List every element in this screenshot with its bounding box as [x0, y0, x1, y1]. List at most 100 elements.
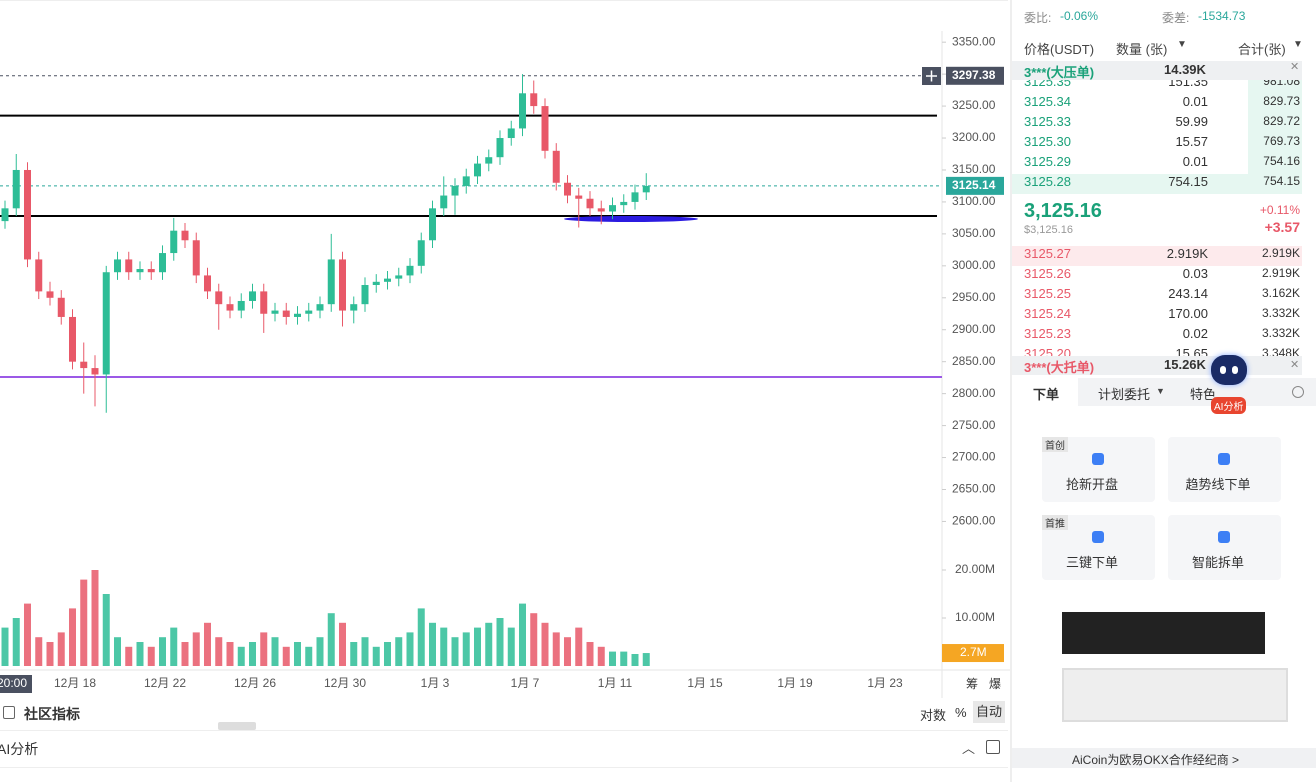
- x-tick-label: 1月 11: [598, 676, 633, 690]
- volume-bar: [350, 642, 358, 666]
- ai-title[interactable]: AI分析: [0, 741, 39, 757]
- indicators[interactable]: 社区指标: [24, 706, 80, 722]
- candle-body: [609, 205, 616, 212]
- candle-body: [316, 304, 324, 311]
- volume-bar: [575, 627, 583, 666]
- candle-body: [282, 310, 290, 317]
- bid-highlight: [1012, 246, 1302, 266]
- ask-row-total: 754.16: [1263, 154, 1300, 168]
- candle-body: [192, 240, 200, 276]
- column-header[interactable]: 合计(张): [1238, 42, 1286, 57]
- volume-bar: [260, 632, 268, 666]
- sort-arrow: ▼: [1177, 39, 1187, 50]
- candle-body: [429, 208, 436, 241]
- volume-bar: [507, 627, 515, 666]
- tab[interactable]: 下单: [1033, 387, 1060, 402]
- volume-bar: [485, 622, 493, 666]
- x-tick-label: 1月 23: [867, 676, 903, 690]
- card-label: 三键下单: [1065, 555, 1118, 570]
- candle-body: [541, 106, 549, 151]
- price-marker-box: [946, 176, 1004, 195]
- drawn-ellipse: [564, 216, 698, 222]
- candle-body: [136, 269, 144, 273]
- candle-body: [215, 291, 223, 305]
- volume-bar: [282, 646, 290, 666]
- volume-bar: [597, 646, 605, 666]
- volume-bar: [147, 646, 155, 666]
- price-marker-box: [946, 66, 1004, 85]
- volume-bar: [102, 594, 110, 666]
- big-ask-amount: 14.39K: [1164, 62, 1206, 77]
- sort-arrow: ▼: [1293, 39, 1303, 50]
- toolbar-icon: [3, 706, 15, 719]
- column-header[interactable]: 数量 (张): [1116, 42, 1168, 57]
- footer[interactable]: AiCoin为欧易OKX合作经纪商 >: [1072, 753, 1240, 767]
- volume-bar: [159, 637, 166, 666]
- candle-body: [57, 297, 65, 317]
- candle-body: [80, 361, 88, 369]
- volume-bar: [496, 618, 504, 666]
- bid-row-total: 3.162K: [1261, 286, 1300, 300]
- candle-body: [507, 128, 515, 139]
- volume-bar: [1, 627, 9, 666]
- column-header: 价格(USDT): [1024, 42, 1095, 57]
- feature-card[interactable]: [1168, 437, 1281, 502]
- volume-bar: [620, 651, 628, 666]
- candle-body: [204, 275, 211, 292]
- candle-body: [474, 163, 481, 177]
- candle-body: [485, 157, 493, 164]
- change-pct: +0.11%: [1259, 203, 1300, 217]
- candle-body: [395, 275, 403, 279]
- candle-body: [519, 93, 526, 129]
- log-toggle[interactable]: 对数: [920, 708, 947, 723]
- feature-card[interactable]: [1168, 515, 1281, 580]
- volume-bar: [294, 642, 301, 666]
- percent-toggle[interactable]: %: [955, 705, 967, 720]
- x-tick-label: 12月 30: [324, 676, 366, 690]
- volume-bar: [316, 637, 324, 666]
- volume-bar: [170, 627, 178, 666]
- candle-body: [496, 138, 504, 158]
- candle-body: [260, 291, 268, 314]
- volume-bar: [237, 646, 245, 666]
- x-tick-label: 12月 22: [144, 676, 186, 690]
- drag-handle: [218, 722, 256, 730]
- ask-row: 3125.29: [1024, 154, 1071, 169]
- auto-toggle[interactable]: 自动: [973, 701, 1005, 723]
- bid-row: 3125.25: [1024, 286, 1071, 301]
- y-tick-label: 2600.00: [952, 514, 996, 528]
- tab[interactable]: 计划委托: [1098, 387, 1151, 402]
- candle-body: [406, 265, 414, 276]
- ai-bar: [0, 730, 1008, 768]
- volume-bar: [642, 653, 650, 666]
- candle-body: [305, 310, 313, 314]
- volume-bar: [462, 632, 470, 666]
- candle-body: [114, 259, 121, 273]
- volume-bar: [451, 637, 459, 666]
- ratio-label: 委比:: [1024, 11, 1052, 25]
- last-usd: $3,125.16: [1024, 224, 1073, 236]
- volume-bar: [372, 646, 380, 666]
- toolbar-bar: [0, 0, 1008, 31]
- candle-body: [339, 259, 346, 311]
- settings-icon[interactable]: [1292, 386, 1304, 398]
- candle-body: [91, 368, 99, 375]
- ask-row-amount: 15.57: [1175, 134, 1208, 149]
- tab[interactable]: 特色: [1190, 387, 1217, 402]
- candle-body: [294, 313, 301, 317]
- x-tick-label: 1月 15: [687, 676, 723, 690]
- bid-row: 3125.27: [1024, 246, 1071, 261]
- volume-bar: [69, 608, 76, 666]
- y-tick-label: 2700.00: [952, 450, 996, 464]
- expand-icon[interactable]: [986, 740, 1000, 754]
- volume-bar: [474, 627, 481, 666]
- volume-bar: [136, 642, 144, 666]
- candle-body: [102, 272, 110, 375]
- y-tick-label: 3200.00: [952, 130, 996, 144]
- card-label: 趋势线下单: [1185, 477, 1251, 492]
- ai-badge[interactable]: AI分析: [1211, 397, 1247, 414]
- y-tick-label: 3150.00: [952, 162, 996, 176]
- candle-body: [271, 310, 279, 314]
- y2-tick-label: 10.00M: [955, 610, 995, 624]
